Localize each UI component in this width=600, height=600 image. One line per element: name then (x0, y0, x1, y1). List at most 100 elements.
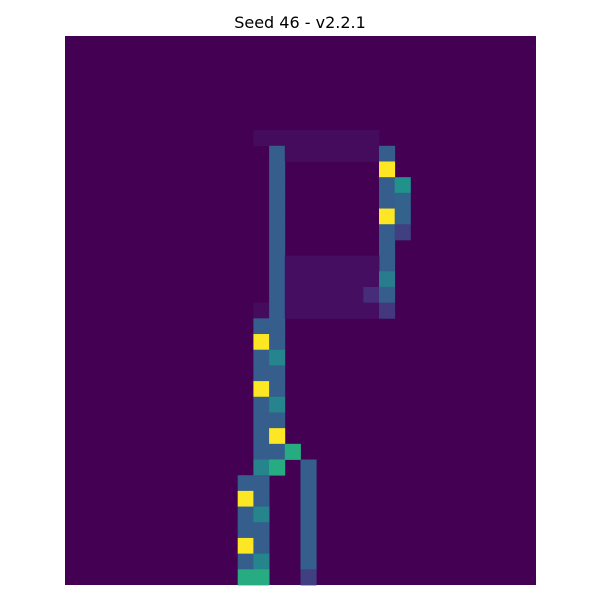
heatmap-cell (253, 334, 270, 351)
heatmap-cell (300, 286, 317, 304)
heatmap-cell (269, 412, 286, 429)
heatmap-cell (331, 130, 348, 147)
heatmap-cell (347, 130, 364, 147)
heatmap-cell (379, 161, 396, 178)
heatmap-cell (379, 177, 396, 194)
heatmap-cell (316, 271, 333, 288)
heatmap-cell (331, 286, 348, 304)
heatmap-cell (300, 537, 317, 555)
heatmap-cell (347, 255, 364, 272)
heatmap-cell (379, 224, 396, 241)
heatmap-cell (237, 475, 254, 492)
heatmap-cell (253, 506, 270, 523)
heatmap-cell (363, 302, 380, 319)
heatmap-cell (379, 286, 396, 304)
heatmap-cell (269, 349, 286, 366)
heatmap-cell (284, 286, 301, 304)
heatmap-cell (300, 522, 317, 539)
heatmap-cell (253, 412, 270, 429)
heatmap-cell (331, 271, 348, 288)
heatmap-cell (316, 286, 333, 304)
heatmap-cell (269, 302, 286, 319)
heatmap-cell (253, 537, 270, 555)
heatmap-cell (331, 145, 348, 162)
heatmap-cell (379, 255, 396, 272)
heatmap-cell (253, 522, 270, 539)
heatmap-cell (269, 443, 286, 460)
heatmap-cell (237, 569, 254, 586)
heatmap-cell (269, 286, 286, 304)
heatmap-cell (253, 381, 270, 398)
heatmap-cell (237, 490, 254, 507)
heatmap-cell (363, 255, 380, 272)
heatmap-cell (253, 318, 270, 335)
heatmap-cell (316, 255, 333, 272)
heatmap-cell (394, 224, 411, 241)
heatmap-cell (237, 553, 254, 570)
heatmap-cell (269, 396, 286, 413)
heatmap-cell (284, 145, 301, 162)
heatmap-cell (300, 130, 317, 147)
heatmap-cell (253, 569, 270, 586)
heatmap-cell (316, 130, 333, 147)
heatmap-cell (300, 255, 317, 272)
heatmap-cell (379, 192, 396, 209)
heatmap-cell (284, 255, 301, 272)
heatmap-cell (253, 459, 270, 476)
heatmap-cell (237, 537, 254, 555)
heatmap-cell (253, 396, 270, 413)
heatmap-cell (316, 302, 333, 319)
heatmap-plot-area (65, 36, 536, 586)
heatmap-cell (316, 145, 333, 162)
heatmap-cell (300, 145, 317, 162)
heatmap-cell (253, 365, 270, 382)
heatmap-cell (269, 271, 286, 288)
heatmap-cell (331, 302, 348, 319)
heatmap-cell (284, 130, 301, 147)
heatmap-cell (347, 302, 364, 319)
heatmap-cell (269, 192, 286, 209)
heatmap-cell (347, 271, 364, 288)
heatmap-cell (269, 365, 286, 382)
heatmap-cell (269, 177, 286, 194)
heatmap-cell (363, 145, 380, 162)
heatmap-cell (300, 475, 317, 492)
heatmap-cell (269, 255, 286, 272)
heatmap-cell (269, 318, 286, 335)
heatmap-cell (253, 475, 270, 492)
heatmap-cell (253, 130, 270, 147)
heatmap-cell (347, 145, 364, 162)
heatmap-cell (379, 271, 396, 288)
heatmap-cell (253, 428, 270, 445)
heatmap-cell (269, 208, 286, 225)
heatmap-cell (300, 459, 317, 476)
heatmap-cell (347, 286, 364, 304)
heatmap-cell (284, 443, 301, 460)
heatmap-cell (363, 271, 380, 288)
heatmap-cell (379, 208, 396, 225)
heatmap-cell (363, 286, 380, 304)
heatmap-cell (284, 302, 301, 319)
heatmap-cell (253, 553, 270, 570)
heatmap-cell (300, 302, 317, 319)
heatmap-cell (269, 224, 286, 241)
heatmap-cell (237, 522, 254, 539)
heatmap-cell (300, 553, 317, 570)
heatmap-cell (379, 145, 396, 162)
heatmap-cell (253, 349, 270, 366)
heatmap-cell (269, 334, 286, 351)
heatmap-cell (269, 428, 286, 445)
heatmap-cell (269, 239, 286, 256)
heatmap-cell (269, 145, 286, 162)
heatmap-cell (269, 381, 286, 398)
chart-title: Seed 46 - v2.2.1 (234, 13, 366, 32)
heatmap-cell (363, 130, 380, 147)
heatmap-cell (284, 271, 301, 288)
heatmap-cell (300, 271, 317, 288)
heatmap-cell (269, 130, 286, 147)
heatmap-cell (269, 161, 286, 178)
heatmap-cell (253, 443, 270, 460)
heatmap-cell (237, 506, 254, 523)
heatmap-cell (379, 302, 396, 319)
